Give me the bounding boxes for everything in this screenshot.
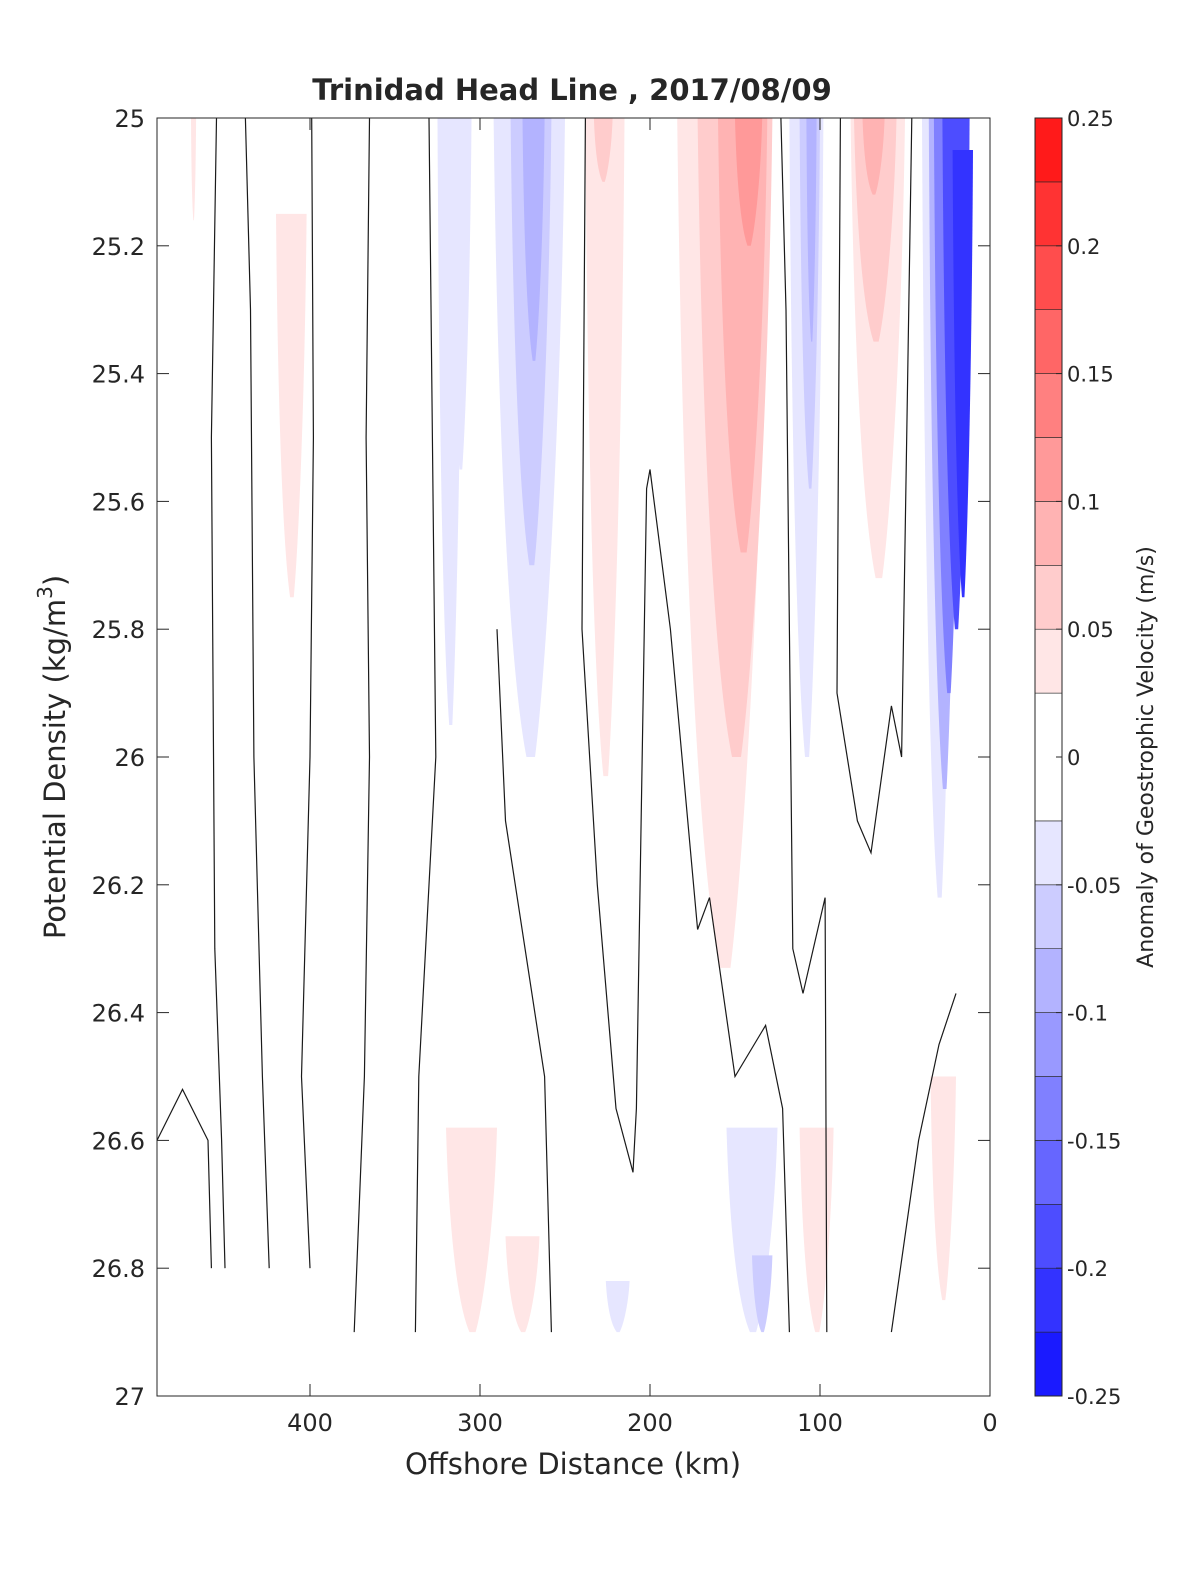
y-tick-label-1: 25.2 bbox=[92, 233, 145, 261]
colorbar-segment-3 bbox=[1034, 1140, 1063, 1205]
plot-area: 400 300 200 100 0 25 25.2 25.4 25.6 25.8 26 26.2 26… bbox=[92, 105, 998, 1437]
colorbar-tick-label-3: 0.1 bbox=[1067, 490, 1100, 514]
chart-title: Trinidad Head Line , 2017/08/09 bbox=[312, 73, 832, 107]
anomaly-patch-18 bbox=[862, 118, 885, 195]
anomaly-patch-23 bbox=[952, 149, 973, 598]
anomaly-patch-7 bbox=[585, 118, 625, 777]
y-axis-label-superscript: 3 bbox=[33, 586, 57, 599]
y-tick-label-7: 26.4 bbox=[92, 1000, 145, 1028]
zero-contour-1 bbox=[244, 117, 270, 1269]
colorbar-segment-1 bbox=[1034, 1267, 1063, 1333]
x-tick-label-0: 400 bbox=[287, 1409, 333, 1437]
colorbar-tick-label-5: 0 bbox=[1067, 746, 1080, 770]
anomaly-patch-25 bbox=[505, 1236, 540, 1333]
y-axis: 25 25.2 25.4 25.6 25.8 26 26.2 26.4 26.6 26.8 27 bbox=[92, 105, 990, 1411]
anomaly-patch-3 bbox=[449, 118, 472, 470]
x-axis-label: Offshore Distance (km) bbox=[405, 1447, 741, 1481]
y-axis-label-main: Potential Density (kg/m bbox=[38, 599, 72, 939]
colorbar-segment-15 bbox=[1034, 309, 1063, 374]
zero-contour-0 bbox=[210, 117, 226, 1269]
anomaly-patch-1 bbox=[276, 213, 307, 598]
x-axis: 400 300 200 100 0 bbox=[287, 118, 998, 1437]
anomaly-patch-17 bbox=[854, 118, 897, 342]
zero-contour-5 bbox=[581, 117, 790, 1333]
y-axis-label-end: ) bbox=[38, 575, 72, 586]
colorbar-segment-14 bbox=[1034, 373, 1063, 438]
anomaly-patch-28 bbox=[752, 1255, 773, 1333]
colorbar-segment-16 bbox=[1034, 245, 1063, 311]
colorbar-segment-18 bbox=[1034, 117, 1063, 183]
anomaly-patch-6 bbox=[522, 118, 545, 361]
y-axis-label: Potential Density (kg/m3) bbox=[33, 575, 72, 939]
zero-contour-4 bbox=[414, 117, 437, 1333]
colorbar-segments bbox=[1034, 117, 1063, 1397]
contour-fill-layer bbox=[177, 118, 973, 1333]
y-tick-label-9: 26.8 bbox=[92, 1255, 145, 1283]
colorbar-tick-label-9: -0.2 bbox=[1067, 1257, 1108, 1281]
colorbar-tick-label-6: -0.05 bbox=[1067, 874, 1121, 898]
colorbar-segment-10 bbox=[1034, 628, 1063, 694]
x-tick-label-4: 0 bbox=[982, 1409, 997, 1437]
colorbar-tick-label-2: 0.15 bbox=[1067, 363, 1114, 387]
colorbar-tick-label-7: -0.1 bbox=[1067, 1002, 1108, 1026]
y-tick-label-2: 25.4 bbox=[92, 361, 145, 389]
colorbar-segment-8 bbox=[1034, 820, 1063, 886]
zero-contour-8 bbox=[836, 117, 913, 856]
colorbar-segment-0 bbox=[1034, 1331, 1063, 1397]
anomaly-patch-26 bbox=[605, 1280, 630, 1333]
y-tick-label-3: 25.6 bbox=[92, 488, 145, 516]
anomaly-patch-30 bbox=[930, 1076, 956, 1301]
anomaly-patch-29 bbox=[799, 1127, 834, 1333]
x-tick-label-3: 100 bbox=[797, 1409, 843, 1437]
x-tick-label-2: 200 bbox=[627, 1409, 673, 1437]
colorbar-ticks: 0.25 0.2 0.15 0.1 0.05 0 -0.05 -0.1 -0.15 -0.2 -0.… bbox=[1056, 107, 1121, 1409]
anomaly-patch-15 bbox=[806, 118, 817, 342]
colorbar-segment-2 bbox=[1034, 1204, 1063, 1269]
colorbar-tick-label-4: 0.05 bbox=[1067, 618, 1114, 642]
colorbar-segment-7 bbox=[1034, 884, 1063, 949]
colorbar: 0.25 0.2 0.15 0.1 0.05 0 -0.05 -0.1 -0.15 -0.2 -0.… bbox=[1034, 107, 1121, 1409]
anomaly-patch-12 bbox=[735, 118, 763, 246]
anomaly-patch-0 bbox=[191, 118, 197, 221]
anomaly-patch-8 bbox=[593, 118, 613, 182]
y-tick-label-6: 26.2 bbox=[92, 872, 145, 900]
zero-contour-9 bbox=[890, 993, 957, 1333]
colorbar-segment-6 bbox=[1034, 948, 1063, 1013]
zero-contour-layer bbox=[156, 117, 957, 1333]
y-tick-label-0: 25 bbox=[114, 105, 145, 133]
colorbar-segment-17 bbox=[1034, 181, 1063, 247]
zero-contour-10 bbox=[156, 1087, 212, 1269]
zero-contour-2 bbox=[300, 117, 315, 1269]
colorbar-segment-5 bbox=[1034, 1012, 1063, 1077]
zero-contour-6 bbox=[496, 629, 552, 1333]
colorbar-tick-label-0: 0.25 bbox=[1067, 107, 1114, 131]
anomaly-patch-31 bbox=[177, 1268, 191, 1320]
x-tick-label-1: 300 bbox=[457, 1409, 503, 1437]
zero-contour-3 bbox=[353, 117, 371, 1333]
colorbar-segment-4 bbox=[1034, 1076, 1063, 1141]
anomaly-patch-24 bbox=[446, 1127, 497, 1333]
colorbar-tick-label-10: -0.25 bbox=[1067, 1385, 1121, 1409]
y-tick-label-4: 25.8 bbox=[92, 616, 145, 644]
y-tick-label-8: 26.6 bbox=[92, 1127, 145, 1155]
colorbar-segment-12 bbox=[1034, 501, 1063, 566]
colorbar-label: Anomaly of Geostrophic Velocity (m/s) bbox=[1134, 546, 1159, 968]
colorbar-segment-13 bbox=[1034, 437, 1063, 502]
colorbar-tick-label-1: 0.2 bbox=[1067, 235, 1100, 259]
y-tick-label-5: 26 bbox=[114, 744, 145, 772]
y-tick-label-10: 27 bbox=[114, 1383, 145, 1411]
colorbar-segment-11 bbox=[1034, 564, 1063, 630]
colorbar-tick-label-8: -0.15 bbox=[1067, 1129, 1121, 1153]
zero-contour-7 bbox=[780, 117, 828, 1333]
anomaly-patch-11 bbox=[718, 118, 768, 553]
